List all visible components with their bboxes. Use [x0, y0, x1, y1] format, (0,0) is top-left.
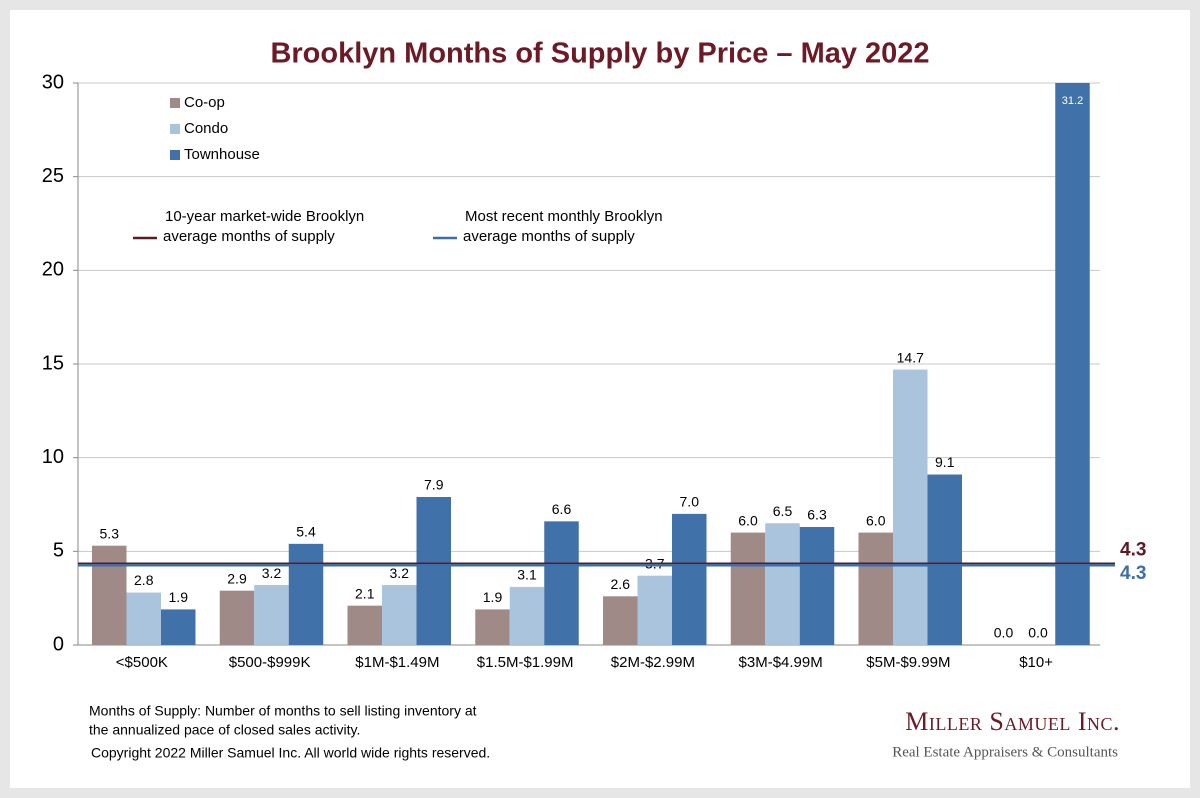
value-label: 2.8 [134, 572, 154, 588]
logo-name: Miller Samuel Inc. [905, 707, 1120, 736]
value-label: 3.2 [390, 565, 410, 581]
bar [1055, 83, 1090, 645]
x-tick-label: $2M-$2.99M [611, 654, 695, 671]
reference-label: 4.3 [1120, 563, 1146, 584]
legend-label: Townhouse [184, 146, 260, 163]
value-label: 0.0 [1028, 625, 1048, 641]
y-tick-label: 5 [53, 540, 64, 562]
bar [672, 513, 707, 645]
bar [509, 586, 545, 645]
value-label: 31.2 [1062, 95, 1083, 107]
value-label: 6.0 [738, 512, 758, 528]
value-label: 6.5 [773, 503, 793, 519]
bar [637, 575, 672, 645]
legend-label: average months of supply [463, 228, 635, 245]
footnote: Months of Supply: Number of months to se… [89, 703, 477, 719]
value-label: 5.4 [296, 524, 316, 540]
bar [254, 585, 289, 645]
bar [382, 585, 417, 645]
x-tick-label: $5M-$9.99M [866, 654, 950, 671]
bars [92, 83, 1090, 645]
x-tick-label: $3M-$4.99M [739, 654, 823, 671]
value-label: 3.1 [517, 567, 537, 583]
legend-swatch [170, 124, 180, 134]
x-tick-label: $1.5M-$1.99M [477, 654, 574, 671]
footnote: Copyright 2022 Miller Samuel Inc. All wo… [91, 745, 490, 761]
bar [288, 543, 324, 645]
value-label: 14.7 [897, 349, 924, 365]
bar [126, 592, 161, 645]
y-tick-label: 30 [42, 71, 64, 93]
value-label: 2.6 [611, 576, 631, 592]
logo-tagline: Real Estate Appraisers & Consultants [892, 744, 1118, 760]
value-label: 0.0 [994, 625, 1014, 641]
legend-label: 10-year market-wide Brooklyn [165, 208, 364, 225]
bar [765, 523, 800, 645]
y-tick-label: 15 [42, 352, 64, 374]
chart-title: Brooklyn Months of Supply by Price – May… [270, 38, 929, 70]
legend-label: Co-op [184, 94, 225, 111]
value-label: 7.9 [424, 477, 444, 493]
value-label: 9.1 [935, 454, 955, 470]
bar [416, 497, 451, 645]
bar [475, 609, 510, 645]
bar [603, 596, 638, 645]
legend-swatch [170, 98, 180, 108]
value-label: 7.0 [680, 494, 700, 510]
bar [858, 532, 893, 645]
bar [544, 521, 579, 645]
value-label: 2.9 [227, 570, 247, 586]
legend-label: Most recent monthly Brooklyn [465, 208, 663, 225]
footnote: the annualized pace of closed sales acti… [89, 722, 360, 738]
y-tick-label: 0 [53, 633, 64, 655]
legend-label: Condo [184, 120, 228, 137]
reference-label: 4.3 [1120, 540, 1146, 561]
bar [927, 474, 962, 645]
value-label: 6.3 [807, 507, 827, 523]
legend-swatch [170, 150, 180, 160]
bar [161, 609, 196, 645]
value-label: 3.2 [262, 565, 282, 581]
value-label: 6.0 [866, 512, 886, 528]
x-tick-label: $1M-$1.49M [355, 654, 439, 671]
bar [799, 526, 835, 645]
x-tick-label: $500-$999K [229, 654, 311, 671]
value-label: 1.9 [169, 589, 189, 605]
bar [893, 369, 928, 645]
panel [10, 10, 1190, 788]
legend-label: average months of supply [163, 228, 335, 245]
x-tick-label: $10+ [1019, 654, 1053, 671]
value-label: 6.6 [552, 501, 572, 517]
bar [730, 532, 766, 645]
y-tick-label: 10 [42, 446, 64, 468]
value-label: 5.3 [100, 525, 120, 541]
y-tick-label: 20 [42, 259, 64, 281]
bar [219, 590, 255, 645]
x-tick-label: <$500K [116, 654, 168, 671]
value-label: 1.9 [483, 589, 503, 605]
value-label: 2.1 [355, 585, 375, 601]
bar [92, 545, 127, 645]
bar [347, 605, 382, 645]
y-tick-label: 25 [42, 165, 64, 187]
